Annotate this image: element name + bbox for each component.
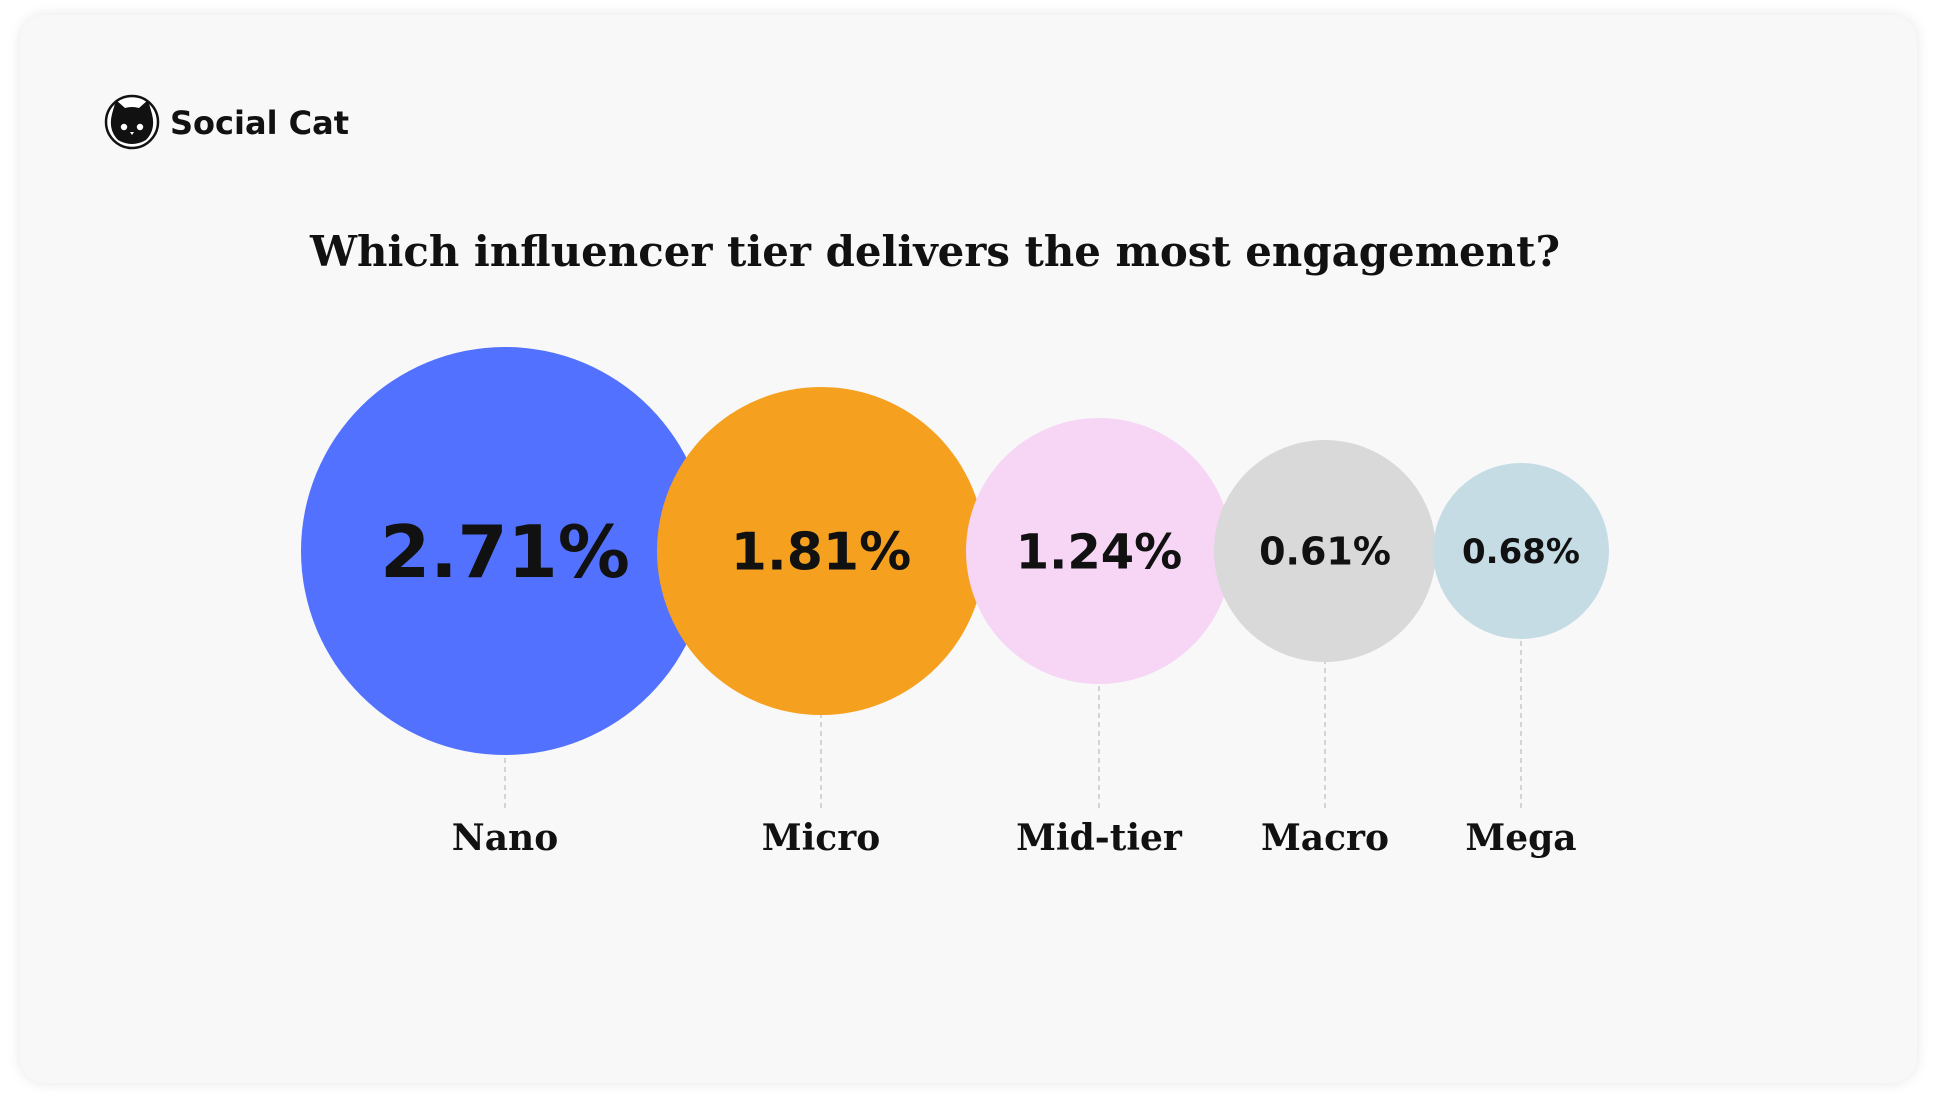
bubble-nano <box>301 347 709 755</box>
bubble-group-mid-tier: 1.24% Mid-tier <box>966 418 1232 859</box>
value-label-mid-tier: 1.24% <box>1016 524 1183 580</box>
chart-title: Which influencer tier delivers the most … <box>309 227 1560 276</box>
value-label-micro: 1.81% <box>731 523 911 583</box>
value-label-macro: 0.61% <box>1259 530 1391 574</box>
cat-head-icon <box>104 94 160 150</box>
category-label-nano: Nano <box>452 817 558 859</box>
brand-logo: Social Cat <box>104 94 349 150</box>
brand-name: Social Cat <box>170 104 349 142</box>
value-label-nano: 2.71% <box>380 510 630 594</box>
bubble-group-micro: 1.81% Micro <box>657 387 985 859</box>
bubble-mega <box>1433 463 1609 639</box>
bubble-micro <box>657 387 985 715</box>
category-label-mega: Mega <box>1465 817 1576 859</box>
value-label-mega: 0.68% <box>1462 532 1580 572</box>
category-label-mid-tier: Mid-tier <box>1016 817 1183 859</box>
bubble-macro <box>1214 440 1436 662</box>
category-label-micro: Micro <box>762 817 880 859</box>
bubble-group-nano: 2.71% Nano <box>301 347 709 859</box>
bubble-group-mega: 0.68% Mega <box>1433 463 1609 859</box>
category-label-macro: Macro <box>1261 817 1389 859</box>
bubble-mid-tier <box>966 418 1232 684</box>
bubble-group-macro: 0.61% Macro <box>1214 440 1436 859</box>
